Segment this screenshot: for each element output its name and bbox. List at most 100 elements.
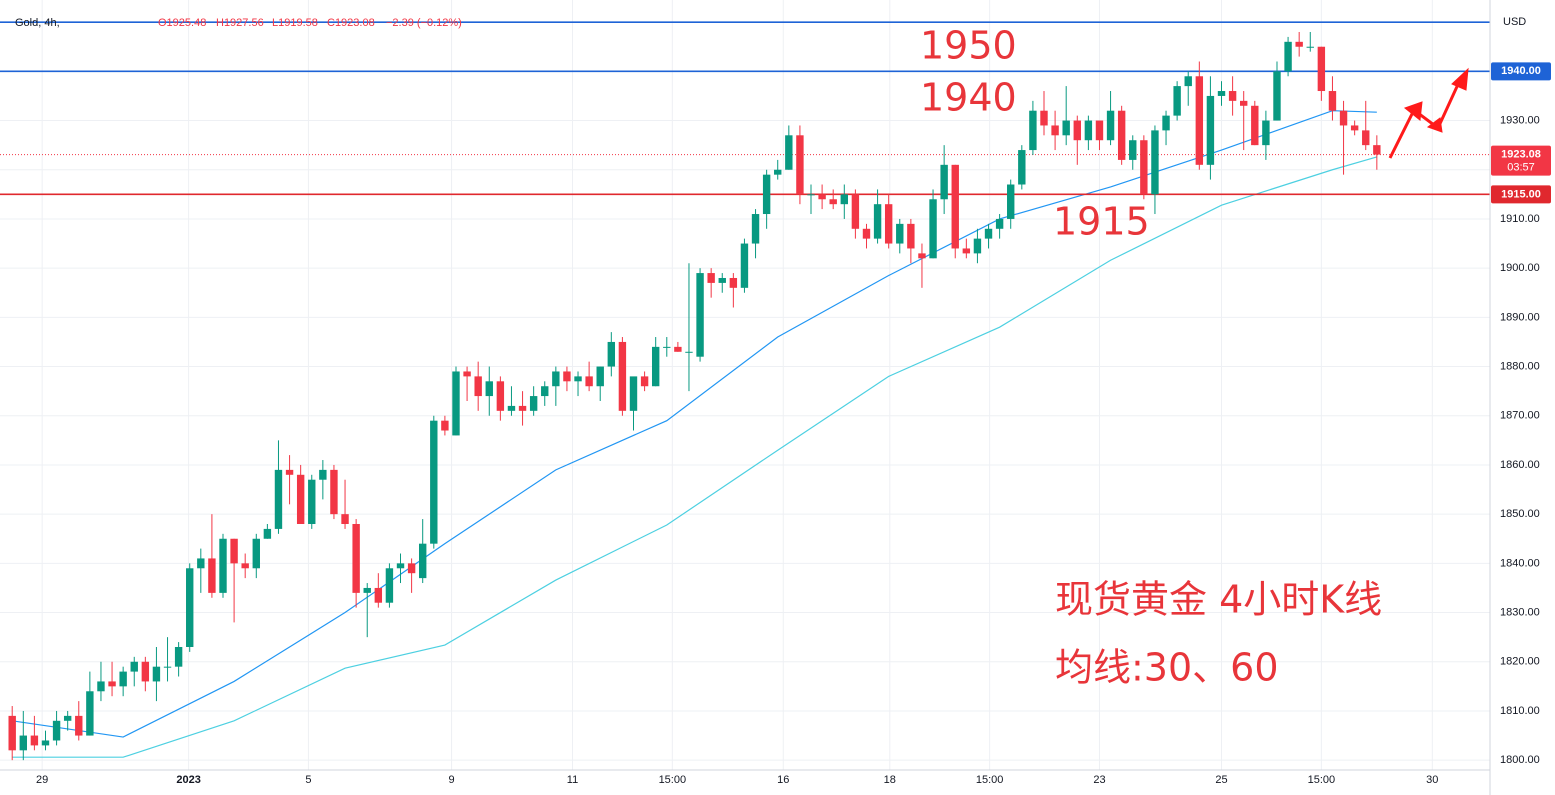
candle-body [618, 341, 627, 411]
low-text: L1919.58 [272, 17, 318, 29]
candle-body [1339, 110, 1348, 126]
candle-body [1073, 120, 1081, 141]
candle-body [1251, 105, 1259, 146]
candle-body [296, 474, 305, 524]
y-tick-label: 1850.00 [1500, 508, 1540, 520]
forecast-arrows [1388, 67, 1469, 159]
moving-average [12, 156, 1378, 758]
candle-body [219, 538, 227, 593]
candle-body [252, 538, 260, 569]
y-tick-label: 1930.00 [1500, 114, 1540, 126]
candle-body [363, 587, 371, 593]
x-tick-label: 15:00 [659, 774, 687, 786]
candle-body [785, 135, 793, 170]
candle-body [141, 661, 150, 682]
candle-body [574, 376, 582, 382]
candle-body [818, 194, 826, 200]
change-text: −2.39 (−0.12%) [386, 17, 462, 29]
candle-body [319, 469, 327, 480]
candle-body [507, 405, 516, 411]
candle-body [1184, 76, 1192, 87]
candle-body [951, 164, 959, 249]
candle-body [274, 469, 283, 529]
candle-body [740, 243, 749, 288]
candle-body [896, 223, 904, 244]
candle-body [696, 273, 704, 357]
candles [8, 31, 1381, 761]
y-tick-label: 1820.00 [1500, 656, 1540, 668]
candle-body [197, 558, 205, 569]
candle-body [1117, 110, 1126, 160]
y-tick-label: 1910.00 [1500, 213, 1540, 225]
candle-body [97, 681, 105, 692]
candle-body [774, 169, 782, 175]
close-text: C1923.08 [327, 17, 375, 29]
candle-body [1373, 145, 1381, 155]
annotation: 1940 [920, 76, 1017, 120]
candle-body [651, 346, 660, 387]
candle-body [1084, 120, 1093, 141]
candle-body [108, 681, 116, 687]
candle-body [19, 735, 27, 751]
candle-body [407, 563, 416, 574]
y-tick-label: 1880.00 [1500, 360, 1540, 372]
annotation: 1915 [1053, 200, 1150, 244]
candle-body [552, 371, 560, 387]
candle-body [485, 381, 493, 397]
candle-body [374, 587, 383, 603]
candle-body [995, 218, 1004, 229]
candle-body [829, 199, 837, 205]
candle-body [1228, 91, 1237, 101]
candle-body [1040, 110, 1048, 126]
candle-body [1350, 125, 1359, 131]
y-tick-label: 1860.00 [1500, 459, 1540, 471]
candle-body [663, 346, 671, 348]
candle-body [1295, 41, 1303, 47]
candle-body [452, 371, 460, 436]
level-label-box [1491, 62, 1551, 81]
candle-body [1140, 140, 1148, 195]
candle-body [463, 371, 471, 377]
candle-body [707, 273, 715, 283]
candle-body [330, 469, 338, 515]
candle-body [341, 514, 349, 524]
candle-body [1106, 110, 1115, 141]
candle-body [396, 563, 405, 569]
candle-body [1162, 115, 1170, 131]
x-tick-label: 15:00 [1308, 774, 1336, 786]
candle-body [962, 248, 971, 254]
candle-body [1362, 130, 1370, 146]
candle-body [1284, 41, 1292, 72]
candle-body [629, 376, 638, 411]
candle-body [718, 277, 726, 283]
candle-body [496, 381, 505, 411]
candle-body [1317, 46, 1326, 92]
level-label: 1940.00 [1501, 65, 1541, 77]
candle-body [1206, 95, 1215, 165]
candle-body [884, 204, 893, 244]
candle-body [840, 194, 848, 205]
candle-body [130, 661, 138, 672]
candle-body [385, 568, 394, 603]
candle-body [585, 376, 593, 387]
candle-body [729, 277, 738, 288]
candle-body [285, 469, 294, 475]
candle-body [796, 135, 804, 195]
candle-body [1051, 125, 1059, 136]
y-tick-label: 1890.00 [1500, 311, 1540, 323]
candle-body [1095, 120, 1104, 141]
candle-body [685, 351, 693, 353]
candle-body [1018, 150, 1026, 185]
y-tick-label: 1900.00 [1500, 262, 1540, 274]
candle-body [1217, 91, 1226, 96]
candle-body [152, 666, 161, 682]
x-tick-label: 2023 [176, 774, 200, 786]
candle-body [1029, 110, 1037, 151]
annotation: 现货黄金 4小时K线 [1055, 578, 1382, 622]
candle-body [186, 568, 194, 647]
annotation: 1950 [920, 24, 1017, 68]
candle-body [230, 538, 238, 564]
candle-body [1173, 86, 1181, 116]
candle-body [529, 396, 538, 411]
